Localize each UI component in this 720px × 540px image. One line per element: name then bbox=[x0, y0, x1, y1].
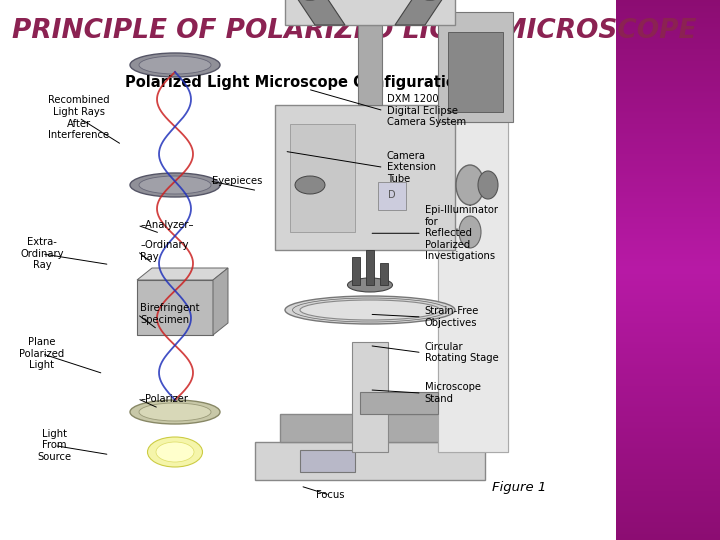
Text: Camera
Extension
Tube: Camera Extension Tube bbox=[387, 151, 436, 184]
Polygon shape bbox=[137, 268, 228, 280]
Text: PRINCIPLE OF POLARIZED LIGHT MICROSCOPE: PRINCIPLE OF POLARIZED LIGHT MICROSCOPE bbox=[12, 18, 696, 44]
Text: Circular
Rotating Stage: Circular Rotating Stage bbox=[425, 342, 498, 363]
Ellipse shape bbox=[348, 278, 392, 292]
Text: Light
From
Source: Light From Source bbox=[37, 429, 71, 462]
Bar bbox=[366, 250, 374, 285]
Bar bbox=[438, 12, 513, 122]
Bar bbox=[438, 122, 508, 452]
Ellipse shape bbox=[295, 176, 325, 194]
Polygon shape bbox=[295, 0, 345, 25]
Bar bbox=[352, 257, 360, 285]
Ellipse shape bbox=[456, 165, 484, 205]
Text: –Analyzer–: –Analyzer– bbox=[140, 220, 194, 230]
Text: –Polarizer: –Polarizer bbox=[140, 394, 189, 403]
Text: Figure 1: Figure 1 bbox=[492, 482, 546, 495]
Ellipse shape bbox=[156, 442, 194, 462]
Ellipse shape bbox=[139, 56, 211, 74]
Bar bbox=[360, 392, 438, 414]
Text: Eyepieces: Eyepieces bbox=[212, 176, 263, 186]
Ellipse shape bbox=[130, 400, 220, 424]
Bar bbox=[378, 182, 406, 210]
Ellipse shape bbox=[148, 437, 202, 467]
Text: Epi-Illuminator
for
Reflected
Polarized
Investigations: Epi-Illuminator for Reflected Polarized … bbox=[425, 205, 498, 261]
Bar bbox=[280, 414, 460, 442]
Ellipse shape bbox=[139, 176, 211, 194]
Text: DXM 1200
Digital Eclipse
Camera System: DXM 1200 Digital Eclipse Camera System bbox=[387, 94, 466, 127]
Text: Focus: Focus bbox=[315, 490, 344, 500]
Bar bbox=[352, 342, 388, 452]
Polygon shape bbox=[213, 268, 228, 335]
Text: –Ordinary
Ray: –Ordinary Ray bbox=[140, 240, 189, 262]
Ellipse shape bbox=[130, 53, 220, 77]
Bar bbox=[300, 450, 355, 472]
Ellipse shape bbox=[478, 171, 498, 199]
Bar bbox=[137, 280, 213, 335]
Ellipse shape bbox=[459, 216, 481, 248]
Text: Microscope
Stand: Microscope Stand bbox=[425, 382, 481, 404]
Ellipse shape bbox=[130, 173, 220, 197]
Text: Extra-
Ordinary
Ray: Extra- Ordinary Ray bbox=[20, 237, 63, 271]
Ellipse shape bbox=[285, 296, 455, 324]
Text: Recombined
Light Rays
After
Interference: Recombined Light Rays After Interference bbox=[48, 96, 109, 140]
Ellipse shape bbox=[300, 300, 440, 320]
Bar bbox=[275, 105, 455, 250]
Bar bbox=[380, 263, 388, 285]
Text: Birefringent
Specimen: Birefringent Specimen bbox=[140, 303, 200, 325]
Text: Polarized Light Microscope Configuration: Polarized Light Microscope Configuration bbox=[125, 75, 466, 90]
Text: Plane
Polarized
Light: Plane Polarized Light bbox=[19, 337, 65, 370]
Text: D: D bbox=[388, 190, 396, 200]
Bar bbox=[448, 32, 503, 112]
Polygon shape bbox=[395, 0, 445, 25]
Bar bbox=[358, 25, 382, 105]
Bar bbox=[285, 0, 455, 25]
Bar bbox=[255, 442, 485, 480]
Bar bbox=[438, 122, 508, 452]
Text: Strain-Free
Objectives: Strain-Free Objectives bbox=[425, 306, 479, 328]
Bar bbox=[290, 124, 355, 232]
Ellipse shape bbox=[139, 403, 211, 421]
